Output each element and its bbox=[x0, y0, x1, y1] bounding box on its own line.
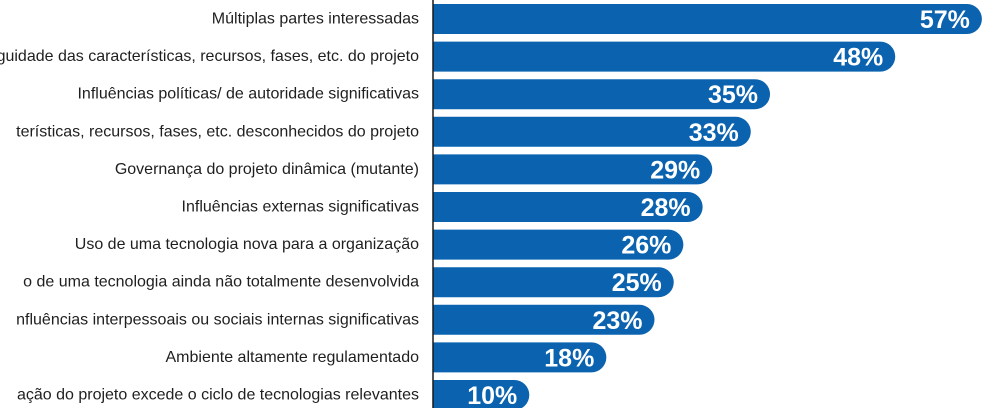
category-labels: Múltiplas partes interessadas biguidade d… bbox=[0, 11, 419, 404]
value-label-2: 35% bbox=[708, 81, 758, 109]
category-label-9: Ambiente altamente regulamentado bbox=[166, 349, 420, 366]
category-label-7: o de uma tecnologia ainda não totalmente… bbox=[23, 274, 419, 291]
category-label-6: Uso de uma tecnologia nova para a organi… bbox=[75, 236, 419, 253]
category-label-1: biguidade das características, recursos,… bbox=[0, 48, 419, 65]
value-label-10: 10% bbox=[467, 382, 517, 408]
value-label-1: 48% bbox=[833, 44, 883, 72]
bar-8 bbox=[433, 304, 655, 335]
value-label-8: 23% bbox=[592, 307, 642, 335]
category-label-0: Múltiplas partes interessadas bbox=[212, 11, 419, 28]
category-label-4: Governança do projeto dinâmica (mutante) bbox=[115, 161, 419, 178]
bars-layer bbox=[433, 4, 982, 408]
category-label-3: terísticas, recursos, fases, etc. descon… bbox=[16, 123, 419, 140]
value-label-4: 29% bbox=[650, 156, 700, 184]
bar-9 bbox=[433, 342, 607, 373]
bar-6 bbox=[433, 229, 684, 260]
bar-2 bbox=[433, 79, 771, 110]
value-label-7: 25% bbox=[612, 269, 662, 297]
category-label-5: Influências externas significativas bbox=[182, 199, 419, 216]
bar-3 bbox=[433, 116, 751, 147]
value-label-6: 26% bbox=[621, 232, 671, 260]
value-label-9: 18% bbox=[544, 344, 594, 372]
value-label-3: 33% bbox=[689, 119, 739, 147]
value-labels: 57% 48% 35% 33% 29% 28% 26% 25% 23% 18% 10% bbox=[467, 6, 970, 408]
value-label-0: 57% bbox=[920, 6, 970, 34]
category-label-2: Influências políticas/ de autoridade sig… bbox=[77, 86, 419, 103]
bar-1 bbox=[433, 41, 896, 72]
bar-0 bbox=[433, 4, 982, 34]
bar-4 bbox=[433, 154, 713, 185]
bar-10 bbox=[433, 380, 530, 408]
category-label-8: nfluências interpessoais ou sociais inte… bbox=[16, 311, 419, 328]
value-label-5: 28% bbox=[641, 194, 691, 222]
bar-7 bbox=[433, 267, 674, 298]
bar-5 bbox=[433, 192, 703, 222]
category-label-10: ação do projeto excede o ciclo de tecnol… bbox=[17, 387, 419, 404]
